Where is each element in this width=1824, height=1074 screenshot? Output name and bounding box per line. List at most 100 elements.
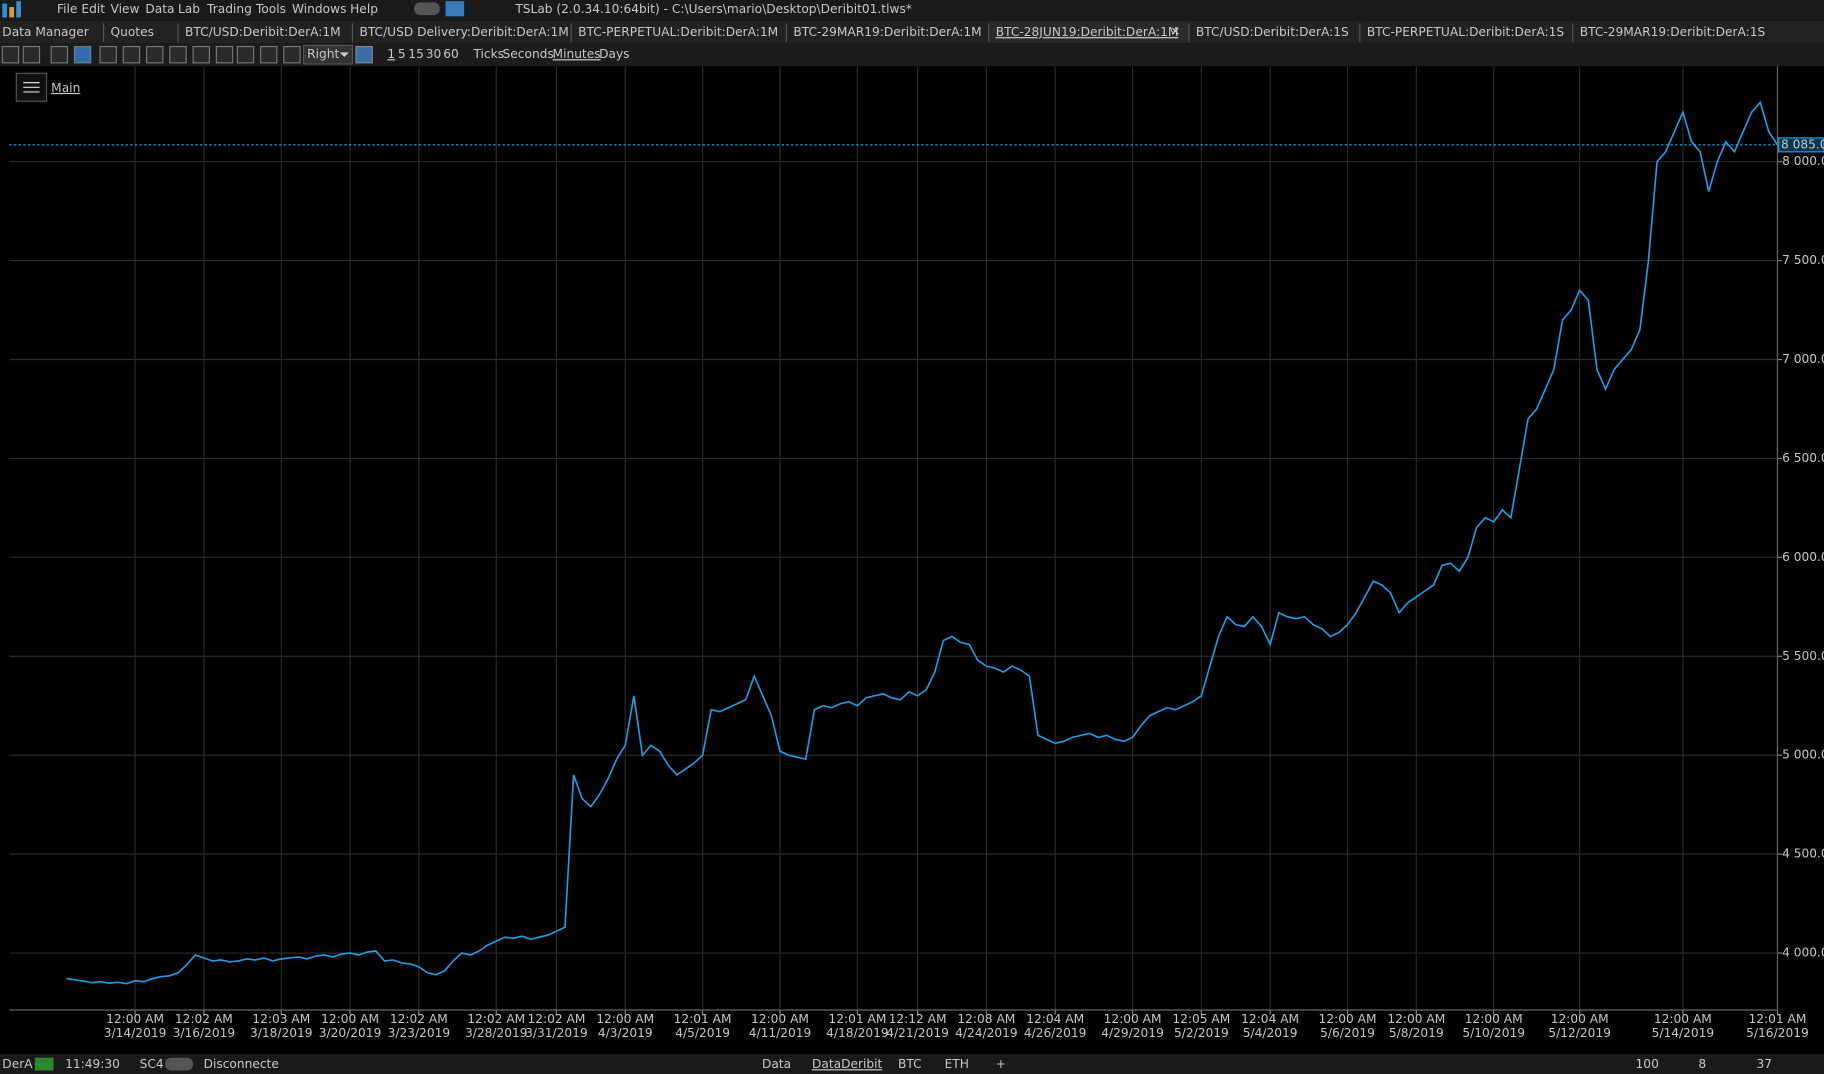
x-tick-label: 12:00 AM bbox=[596, 1012, 654, 1026]
tool-icon[interactable] bbox=[22, 45, 41, 64]
tab[interactable]: BTC-PERPETUAL:Deribit:DerA:1M bbox=[578, 25, 778, 39]
x-tick-label: 5/6/2019 bbox=[1320, 1026, 1375, 1040]
dropdown[interactable] bbox=[303, 44, 354, 65]
tool-icon[interactable] bbox=[50, 45, 69, 64]
menu-item[interactable]: View bbox=[111, 2, 140, 16]
toolbar-item[interactable]: 5 bbox=[398, 47, 406, 61]
toolbar-item[interactable]: Ticks bbox=[472, 47, 504, 61]
search-button[interactable] bbox=[445, 1, 465, 17]
tool-icon[interactable] bbox=[169, 45, 187, 64]
x-tick-label: 5/16/2019 bbox=[1746, 1026, 1809, 1040]
toolbar-item[interactable]: 60 bbox=[443, 47, 459, 61]
x-tick-label: 3/14/2019 bbox=[104, 1026, 167, 1040]
toolbar-item[interactable]: 15 bbox=[408, 47, 424, 61]
status-item[interactable]: Data bbox=[762, 1057, 791, 1071]
toolbar-item[interactable]: Days bbox=[599, 47, 629, 61]
status-item[interactable]: DataDeribit bbox=[812, 1057, 883, 1071]
x-tick-label: 4/18/2019 bbox=[826, 1026, 889, 1040]
tab-bar bbox=[0, 20, 1824, 44]
x-tick-label: 12:00 AM bbox=[1465, 1012, 1523, 1026]
tab[interactable]: BTC/USD:Deribit:DerA:1S bbox=[1196, 25, 1349, 39]
x-tick-label: 12:02 AM bbox=[467, 1012, 525, 1026]
pane-title[interactable]: Main bbox=[51, 81, 80, 95]
toolbar-item[interactable]: Seconds bbox=[503, 47, 554, 61]
x-tick-label: 12:00 AM bbox=[1654, 1012, 1712, 1026]
x-tick-label: 4/29/2019 bbox=[1101, 1026, 1164, 1040]
y-tick-label: 7 000.0 bbox=[1782, 352, 1824, 366]
x-tick-label: 12:01 AM bbox=[674, 1012, 732, 1026]
tool-icon[interactable] bbox=[122, 45, 141, 64]
tab[interactable]: BTC-PERPETUAL:Deribit:DerA:1S bbox=[1367, 25, 1565, 39]
x-tick-label: 12:04 AM bbox=[1241, 1012, 1299, 1026]
y-tick-label: 5 000.0 bbox=[1782, 748, 1824, 762]
color-button[interactable] bbox=[355, 45, 373, 64]
toggle[interactable] bbox=[414, 2, 440, 16]
last-price-box bbox=[1778, 137, 1824, 153]
tab[interactable]: BTC-29MAR19:Deribit:DerA:1S bbox=[1580, 25, 1766, 39]
tool-icon[interactable] bbox=[215, 45, 234, 64]
tab-close: × bbox=[1170, 24, 1180, 38]
toolbar-item[interactable]: Minutes bbox=[553, 47, 601, 61]
toolbar-item[interactable]: 30 bbox=[426, 47, 442, 61]
menu-item[interactable]: File bbox=[57, 2, 77, 16]
tool-icon[interactable] bbox=[283, 45, 301, 64]
menu-item[interactable]: Data bbox=[145, 2, 174, 16]
tool-icon[interactable] bbox=[259, 45, 278, 64]
x-tick-label: 5/4/2019 bbox=[1243, 1026, 1298, 1040]
menu-item[interactable]: Edit bbox=[81, 2, 105, 16]
connection-indicator bbox=[34, 1057, 54, 1071]
x-tick-label: 12:03 AM bbox=[252, 1012, 310, 1026]
tab[interactable]: BTC-29MAR19:Deribit:DerA:1M bbox=[793, 25, 981, 39]
x-tick-label: 5/2/2019 bbox=[1174, 1026, 1229, 1040]
status-item[interactable]: + bbox=[996, 1057, 1006, 1071]
x-tick-label: 3/28/2019 bbox=[465, 1026, 528, 1040]
menu-item[interactable]: Tools bbox=[255, 2, 286, 16]
x-tick-label: 12:02 AM bbox=[390, 1012, 448, 1026]
menu-icon bbox=[23, 82, 40, 93]
x-tick-label: 5/8/2019 bbox=[1389, 1026, 1444, 1040]
tab[interactable]: BTC/USD Delivery:Deribit:DerA:1M bbox=[359, 25, 568, 39]
x-tick-label: 12:01 AM bbox=[1749, 1012, 1807, 1026]
tool-icon[interactable] bbox=[145, 45, 164, 64]
x-tick-label: 5/10/2019 bbox=[1462, 1026, 1525, 1040]
x-tick-label: 3/20/2019 bbox=[319, 1026, 382, 1040]
tool-icon[interactable] bbox=[1, 45, 20, 64]
tool-icon[interactable] bbox=[192, 45, 210, 64]
toolbar-item[interactable]: 1 bbox=[387, 47, 395, 61]
tool-icon[interactable] bbox=[236, 45, 255, 64]
menu-item[interactable]: Lab bbox=[178, 2, 200, 16]
dropdown-arrow bbox=[339, 52, 349, 58]
tab[interactable]: Quotes bbox=[111, 25, 154, 39]
x-tick-label: 12:00 AM bbox=[1551, 1012, 1609, 1026]
menu-item[interactable]: Trading bbox=[206, 2, 252, 16]
x-tick-label: 4/24/2019 bbox=[955, 1026, 1018, 1040]
x-tick-label: 3/18/2019 bbox=[250, 1026, 313, 1040]
status-item: Disconnecte bbox=[204, 1057, 279, 1071]
tab[interactable]: BTC/USD:Deribit:DerA:1M bbox=[185, 25, 341, 39]
tab[interactable]: BTC-28JUN19:Deribit:DerA:1M bbox=[996, 25, 1179, 39]
menu-item[interactable]: Help bbox=[350, 2, 378, 16]
x-tick-label: 12:02 AM bbox=[527, 1012, 585, 1026]
status-item[interactable]: ETH bbox=[945, 1057, 969, 1071]
x-tick-label: 12:00 AM bbox=[1319, 1012, 1377, 1026]
status-item[interactable]: BTC bbox=[898, 1057, 922, 1071]
x-tick-label: 3/31/2019 bbox=[525, 1026, 588, 1040]
y-tick-label: 7 500.0 bbox=[1782, 253, 1824, 267]
x-tick-label: 3/23/2019 bbox=[388, 1026, 451, 1040]
tool-icon[interactable] bbox=[99, 45, 117, 64]
tab[interactable]: Data Manager bbox=[2, 25, 89, 39]
toolbar bbox=[0, 43, 1824, 67]
x-tick-label: 12:00 AM bbox=[106, 1012, 164, 1026]
status-item: SC4 bbox=[140, 1057, 164, 1071]
toggle[interactable] bbox=[165, 1057, 194, 1071]
x-tick-label: 12:08 AM bbox=[957, 1012, 1015, 1026]
x-tick-label: 5/14/2019 bbox=[1652, 1026, 1715, 1040]
y-tick-label: 5 500.0 bbox=[1782, 649, 1824, 663]
toolbar-item[interactable]: Right bbox=[307, 47, 339, 61]
menu-item[interactable]: Windows bbox=[292, 2, 346, 16]
x-tick-label: 4/11/2019 bbox=[749, 1026, 812, 1040]
tool-icon[interactable] bbox=[73, 45, 92, 64]
app-logo bbox=[16, 1, 21, 18]
